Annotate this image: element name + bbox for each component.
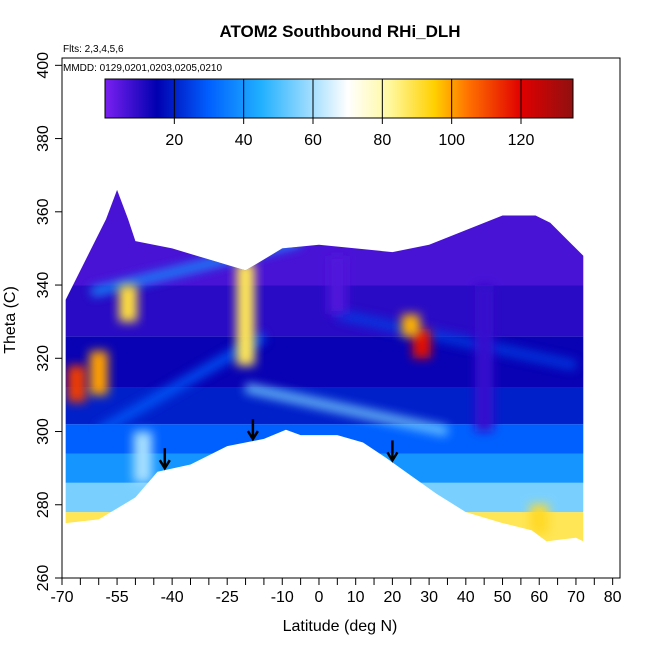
y-tick-label-3: 320 — [35, 345, 52, 372]
x-tick-label-12: 70 — [567, 589, 585, 606]
colorbar-tick-label-1: 40 — [235, 132, 253, 149]
field-band-6 — [65, 285, 584, 337]
rhi-section-9 — [328, 255, 347, 315]
colorbar-body — [104, 78, 574, 119]
x-tick-label-9: 40 — [457, 589, 475, 606]
x-tick-label-1: -55 — [106, 589, 129, 606]
x-tick-label-8: 30 — [420, 589, 438, 606]
plot-frame — [61, 57, 621, 579]
arrow-head — [158, 459, 171, 471]
field-streak-1 — [244, 382, 449, 437]
y-tick-label-1: 280 — [35, 491, 52, 518]
colorbar-tick-label-0: 20 — [165, 132, 183, 149]
field-band-7 — [65, 189, 584, 286]
y-tick-label-4: 340 — [35, 272, 52, 299]
colorbar-tick-label-5: 120 — [508, 132, 535, 149]
x-tick-label-3: -25 — [216, 589, 239, 606]
x-tick-label-6: 10 — [347, 589, 365, 606]
tropopause-arrow-2 — [386, 440, 399, 463]
tropopause-arrow-0 — [158, 448, 171, 471]
rhi-field — [65, 189, 584, 542]
axes: -70 -55 -40 -25 -10 0 10 20 30 40 50 60 70 80 260 280 30… — [35, 52, 622, 606]
x-tick-label-5: 0 — [315, 589, 324, 606]
x-tick-label-4: -10 — [271, 589, 294, 606]
y-tick-label-6: 380 — [35, 125, 52, 152]
field-streak-2 — [336, 309, 577, 371]
x-tick-label-11: 60 — [530, 589, 548, 606]
rhi-section-6 — [401, 314, 420, 337]
plot-area — [65, 189, 584, 542]
colorbar-tick-label-2: 60 — [304, 132, 322, 149]
field-band-1 — [65, 482, 584, 513]
field-band-5 — [65, 336, 584, 388]
y-axis-label: Theta (C) — [2, 286, 19, 354]
rhi-section-2 — [118, 285, 138, 322]
colorbar: 20 40 60 80 100 120 — [104, 78, 574, 149]
y-tick-label-5: 360 — [35, 198, 52, 225]
arrow-head — [386, 451, 399, 463]
colorbar-tick-label-4: 100 — [438, 132, 465, 149]
field-band-0 — [65, 512, 584, 542]
colorbar-tick-label-3: 80 — [373, 132, 391, 149]
rhi-section-4 — [236, 263, 255, 366]
rhi-section-7 — [530, 504, 549, 535]
x-tick-label-2: -40 — [161, 589, 184, 606]
x-tick-label-7: 20 — [383, 589, 401, 606]
dates-annotation: MMDD: 0129,0201,0203,0205,0210 — [63, 63, 222, 74]
rhi-section-3 — [133, 431, 152, 483]
rhi-section-0 — [67, 365, 86, 403]
flights-annotation: Flts: 2,3,4,5,6 — [63, 44, 124, 55]
rhi-section-1 — [89, 350, 108, 395]
x-tick-label-0: -70 — [50, 589, 73, 606]
y-tick-label-2: 300 — [35, 418, 52, 445]
x-axis-label: Latitude (deg N) — [283, 618, 398, 635]
y-tick-label-0: 260 — [35, 565, 52, 592]
chart-title: ATOM2 Southbound RHi_DLH — [219, 22, 460, 41]
y-tick-label-7: 400 — [35, 52, 52, 79]
arrow-head — [246, 430, 259, 442]
rhi-section-8 — [474, 285, 494, 432]
x-tick-label-10: 50 — [494, 589, 512, 606]
tropopause-arrow-1 — [246, 419, 259, 442]
x-tick-label-13: 80 — [604, 589, 622, 606]
